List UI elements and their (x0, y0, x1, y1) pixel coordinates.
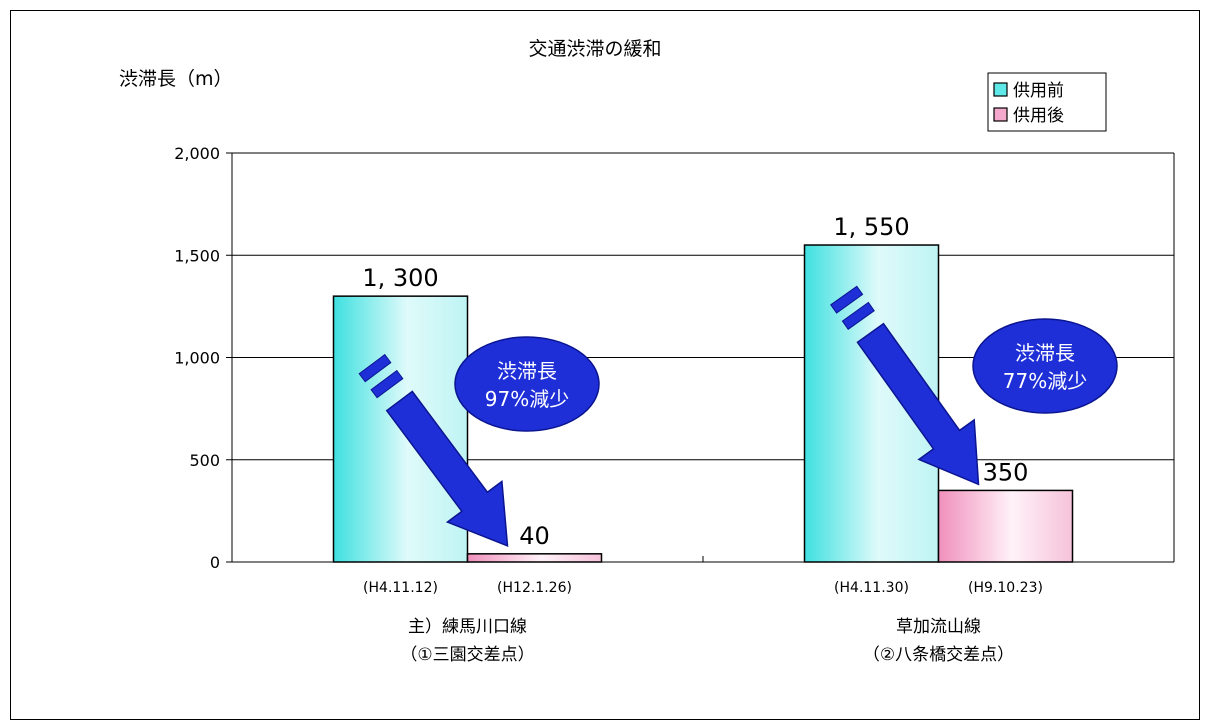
y-tick-label: 1,000 (174, 349, 220, 368)
y-tick-label: 2,000 (174, 144, 220, 163)
legend-swatch (993, 107, 1008, 122)
y-axis: 0 500 1,000 1,500 2,000 (174, 144, 1175, 572)
category-sublabel: （②八条橋交差点） (863, 645, 1014, 665)
legend-label: 供用前 (1013, 81, 1064, 101)
arrow-stripe (358, 353, 392, 383)
y-tick-label: 1,500 (174, 246, 220, 265)
callout-ellipse (972, 318, 1118, 414)
y-tick-label: 500 (189, 451, 220, 470)
category-sublabel: （①三園交差点） (400, 645, 534, 665)
y-tick-label: 0 (210, 553, 220, 572)
chart-frame: 交通渋滞の緩和 渋滞長（m） 0 500 1,000 1,500 2,000 1, 30… (10, 10, 1200, 720)
bar-chart: 交通渋滞の緩和 渋滞長（m） 0 500 1,000 1,500 2,000 1, 30… (119, 38, 1175, 665)
data-labels: 1, 300 (H4.11.12) 40 (H12.1.26) 主）練馬川口線 （①三園交… (362, 213, 1043, 665)
callout-ellipse (454, 336, 600, 432)
value-label: 40 (519, 522, 550, 550)
legend-box (987, 72, 1107, 132)
annotations: 渋滞長 97%減少 渋滞長 77%減少 (358, 285, 1118, 547)
category-label: 主）練馬川口線 (408, 617, 527, 637)
down-arrow-icon (856, 322, 980, 486)
value-label: 1, 300 (362, 264, 438, 292)
down-arrow-icon (385, 390, 509, 547)
category-label: 草加流山線 (896, 617, 981, 637)
bars (332, 244, 1074, 563)
bar-after (466, 553, 603, 563)
callout-line1: 渋滞長 (497, 359, 557, 383)
chart-title: 交通渋滞の緩和 (528, 38, 661, 60)
arrow-stripe (370, 369, 404, 399)
arrow-stripe (830, 285, 864, 314)
date-label: (H4.11.12) (363, 580, 438, 596)
arrow-stripe (841, 301, 875, 330)
y-axis-label: 渋滞長（m） (119, 68, 233, 90)
callout-line1: 渋滞長 (1015, 341, 1075, 365)
callout-line2: 97%減少 (485, 387, 569, 411)
bar-after (937, 489, 1074, 563)
date-label: (H12.1.26) (497, 580, 572, 596)
legend-label: 供用後 (1013, 106, 1064, 126)
value-label: 350 (983, 458, 1029, 486)
date-label: (H9.10.23) (968, 580, 1043, 596)
legend-swatch (993, 82, 1008, 97)
value-label: 1, 550 (833, 213, 909, 241)
date-label: (H4.11.30) (834, 580, 909, 596)
callout-line2: 77%減少 (1003, 369, 1087, 393)
